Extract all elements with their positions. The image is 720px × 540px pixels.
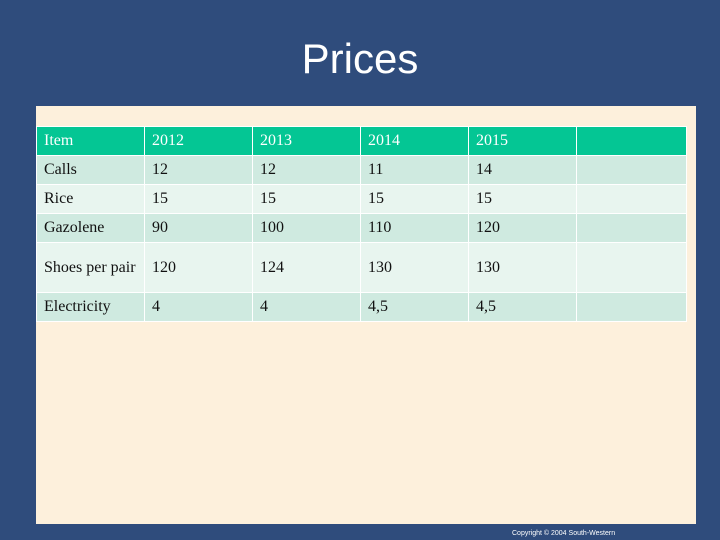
table-row: Rice 15 15 15 15 [36, 184, 687, 214]
header-cell: 2015 [468, 126, 577, 156]
table-cell [576, 155, 687, 185]
table-cell: 15 [252, 184, 361, 214]
table-cell [576, 184, 687, 214]
table-cell: 15 [144, 184, 253, 214]
table-cell: 120 [144, 242, 253, 293]
table-cell [576, 242, 687, 293]
copyright-text: Copyright © 2004 South-Western [512, 530, 616, 537]
table-row: Gazolene 90 100 110 120 [36, 213, 687, 243]
table-cell: 130 [360, 242, 469, 293]
table-cell: 4 [252, 292, 361, 322]
header-cell: Item [36, 126, 145, 156]
table-cell [576, 292, 687, 322]
table-cell: 4,5 [468, 292, 577, 322]
table-cell: 15 [468, 184, 577, 214]
table-cell: 120 [468, 213, 577, 243]
prices-table: Item 2012 2013 2014 2015 Calls 12 12 11 … [36, 126, 687, 322]
table-cell: 11 [360, 155, 469, 185]
header-cell: 2013 [252, 126, 361, 156]
table-cell: 4,5 [360, 292, 469, 322]
table-row: Electricity 4 4 4,5 4,5 [36, 292, 687, 322]
header-cell: 2014 [360, 126, 469, 156]
table-cell: 4 [144, 292, 253, 322]
table-cell: Gazolene [36, 213, 145, 243]
table-row: Shoes per pair 120 124 130 130 [36, 242, 687, 293]
header-cell [576, 126, 687, 156]
table-cell: Shoes per pair [36, 242, 145, 293]
table-cell: 100 [252, 213, 361, 243]
table-cell: Electricity [36, 292, 145, 322]
table-cell: 15 [360, 184, 469, 214]
table-cell: 12 [252, 155, 361, 185]
table-row: Calls 12 12 11 14 [36, 155, 687, 185]
header-cell: 2012 [144, 126, 253, 156]
table-cell: 14 [468, 155, 577, 185]
table-cell: Calls [36, 155, 145, 185]
slide-title: Prices [301, 35, 419, 82]
table-cell: Rice [36, 184, 145, 214]
table-cell: 124 [252, 242, 361, 293]
table-cell: 110 [360, 213, 469, 243]
table-cell: 90 [144, 213, 253, 243]
table-cell: 130 [468, 242, 577, 293]
table-cell: 12 [144, 155, 253, 185]
table-header-row: Item 2012 2013 2014 2015 [36, 126, 687, 156]
table-cell [576, 213, 687, 243]
